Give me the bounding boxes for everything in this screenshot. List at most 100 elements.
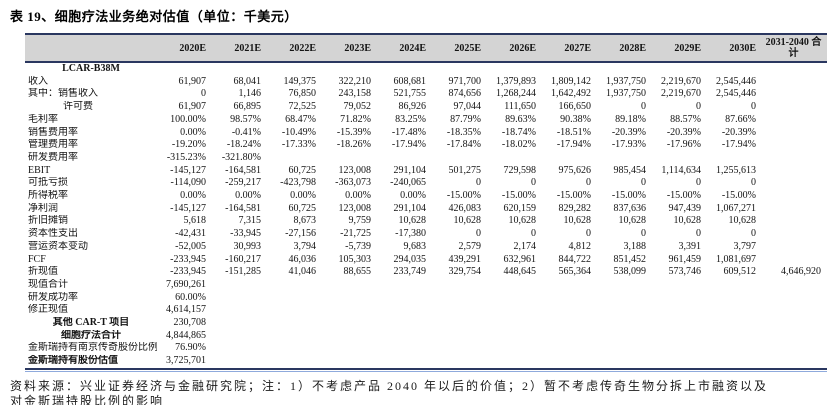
- cell-value: [212, 304, 267, 317]
- cell-value: 851,452: [613, 253, 647, 265]
- source-note-line2: 对金斯瑞持股比例的影响: [10, 393, 165, 405]
- table-row: LCAR-B38M: [25, 62, 827, 76]
- cell-value: -259,217: [225, 177, 261, 189]
- cell-value: [542, 279, 597, 292]
- cell-value: [652, 304, 707, 317]
- cell-value: -15.00%: [446, 190, 481, 202]
- cell-value: -321.80%: [221, 151, 261, 163]
- cell-value: 971,700: [448, 75, 482, 87]
- cell-value: 0: [751, 101, 756, 113]
- cell-value: [487, 62, 542, 76]
- cell-value: -151,285: [225, 266, 261, 278]
- cell-value: 7,690,261: [166, 278, 206, 290]
- source-note-line1: 资料来源：兴业证券经济与金融研究院；注：1）不考虑产品 2040 年以后的价值；…: [10, 378, 769, 393]
- corner-header: [25, 33, 157, 63]
- cell-value: [322, 304, 377, 317]
- column-header: 2025E: [432, 33, 487, 63]
- row-label: EBIT: [28, 164, 51, 176]
- column-header: 2020E: [157, 33, 212, 63]
- cell-value: 10,628: [728, 215, 757, 227]
- cell-value: [432, 62, 487, 76]
- cell-value: [487, 279, 542, 292]
- cell-value: [322, 330, 377, 343]
- cell-value: 426,083: [448, 202, 482, 214]
- cell-value: [762, 279, 827, 292]
- cell-value: 2,219,670: [661, 88, 701, 100]
- cell-value: 8,673: [293, 215, 317, 227]
- cell-value: [762, 292, 827, 305]
- column-header: 2027E: [542, 33, 597, 63]
- cell-value: [762, 342, 827, 355]
- cell-value: 947,439: [668, 202, 702, 214]
- cell-value: -17.33%: [281, 139, 316, 151]
- cell-value: -33,945: [230, 228, 261, 240]
- cell-value: 0: [696, 101, 701, 113]
- cell-value: 829,282: [558, 202, 592, 214]
- cell-value: 98.57%: [230, 113, 261, 125]
- cell-value: 1,255,613: [716, 164, 756, 176]
- cell-value: 89.18%: [615, 113, 646, 125]
- cell-value: [487, 317, 542, 330]
- cell-value: 573,746: [668, 266, 702, 278]
- cell-value: 0: [476, 228, 481, 240]
- cell-value: [322, 292, 377, 305]
- row-label: 销售费用率: [28, 126, 78, 138]
- cell-value: -42,431: [175, 228, 206, 240]
- row-label: 其他 CAR-T 项目: [52, 317, 130, 329]
- row-label: 折旧摊销: [28, 215, 68, 227]
- cell-value: [267, 355, 322, 368]
- cell-value: [707, 62, 762, 76]
- cell-value: [762, 355, 827, 368]
- cell-value: -20.39%: [666, 126, 701, 138]
- cell-value: 0: [531, 228, 536, 240]
- cell-value: -17.94%: [721, 139, 756, 151]
- cell-value: [762, 88, 827, 101]
- table-head: 2020E 2021E 2022E 2023E 2024E 2025E 2026E 2027E…: [25, 33, 827, 63]
- table-row: 营运资本变动 -52,005 30,993 3,794 -5,739 9,683 2,579…: [25, 241, 827, 254]
- cell-value: [597, 152, 652, 165]
- cell-value: -233,945: [170, 266, 206, 278]
- row-label: 许可费: [63, 101, 93, 113]
- cell-value: [762, 127, 827, 140]
- cell-value: [267, 279, 322, 292]
- cell-value: 0.00%: [290, 190, 316, 202]
- cell-value: -18.24%: [226, 139, 261, 151]
- cell-value: [762, 254, 827, 267]
- cell-value: 46,036: [288, 253, 317, 265]
- cell-value: [542, 62, 597, 76]
- cell-value: [707, 152, 762, 165]
- cell-value: [652, 317, 707, 330]
- cell-value: 538,099: [613, 266, 647, 278]
- cell-value: -18.35%: [446, 126, 481, 138]
- cell-value: [597, 304, 652, 317]
- cell-value: [267, 152, 322, 165]
- column-header: 2030E: [707, 33, 762, 63]
- cell-value: [212, 292, 267, 305]
- cell-value: [762, 215, 827, 228]
- cell-value: 87.79%: [450, 113, 481, 125]
- cell-value: -17.48%: [391, 126, 426, 138]
- cell-value: [762, 203, 827, 216]
- cell-value: 60,725: [288, 202, 317, 214]
- table-row: 研发费用率 -315.23% -321.80%: [25, 152, 827, 165]
- cell-value: 1,146: [238, 88, 262, 100]
- cell-value: 0: [531, 177, 536, 189]
- cell-value: 233,749: [393, 266, 427, 278]
- table-row: 毛利率 100.00% 98.57% 68.47% 71.82% 83.25% 87.79%…: [25, 114, 827, 127]
- cell-value: [377, 292, 432, 305]
- cell-value: [652, 62, 707, 76]
- table-row: EBIT -145,127 -164,581 60,725 123,008 291,104…: [25, 165, 827, 178]
- cell-value: 60.00%: [175, 291, 206, 303]
- cell-value: -17.93%: [611, 139, 646, 151]
- cell-value: [377, 342, 432, 355]
- row-label: 金斯瑞持有南京传奇股份比例: [28, 342, 157, 354]
- cell-value: [212, 62, 267, 76]
- row-label: 所得税率: [28, 190, 68, 202]
- cell-value: [322, 355, 377, 368]
- cell-value: 0.00%: [345, 190, 371, 202]
- table-row: 折旧摊销 5,618 7,315 8,673 9,759 10,628 10,628 10,6…: [25, 215, 827, 228]
- cell-value: -17,380: [395, 228, 426, 240]
- cell-value: [432, 330, 487, 343]
- cell-value: 1,809,142: [551, 75, 591, 87]
- cell-value: 61,907: [178, 101, 207, 113]
